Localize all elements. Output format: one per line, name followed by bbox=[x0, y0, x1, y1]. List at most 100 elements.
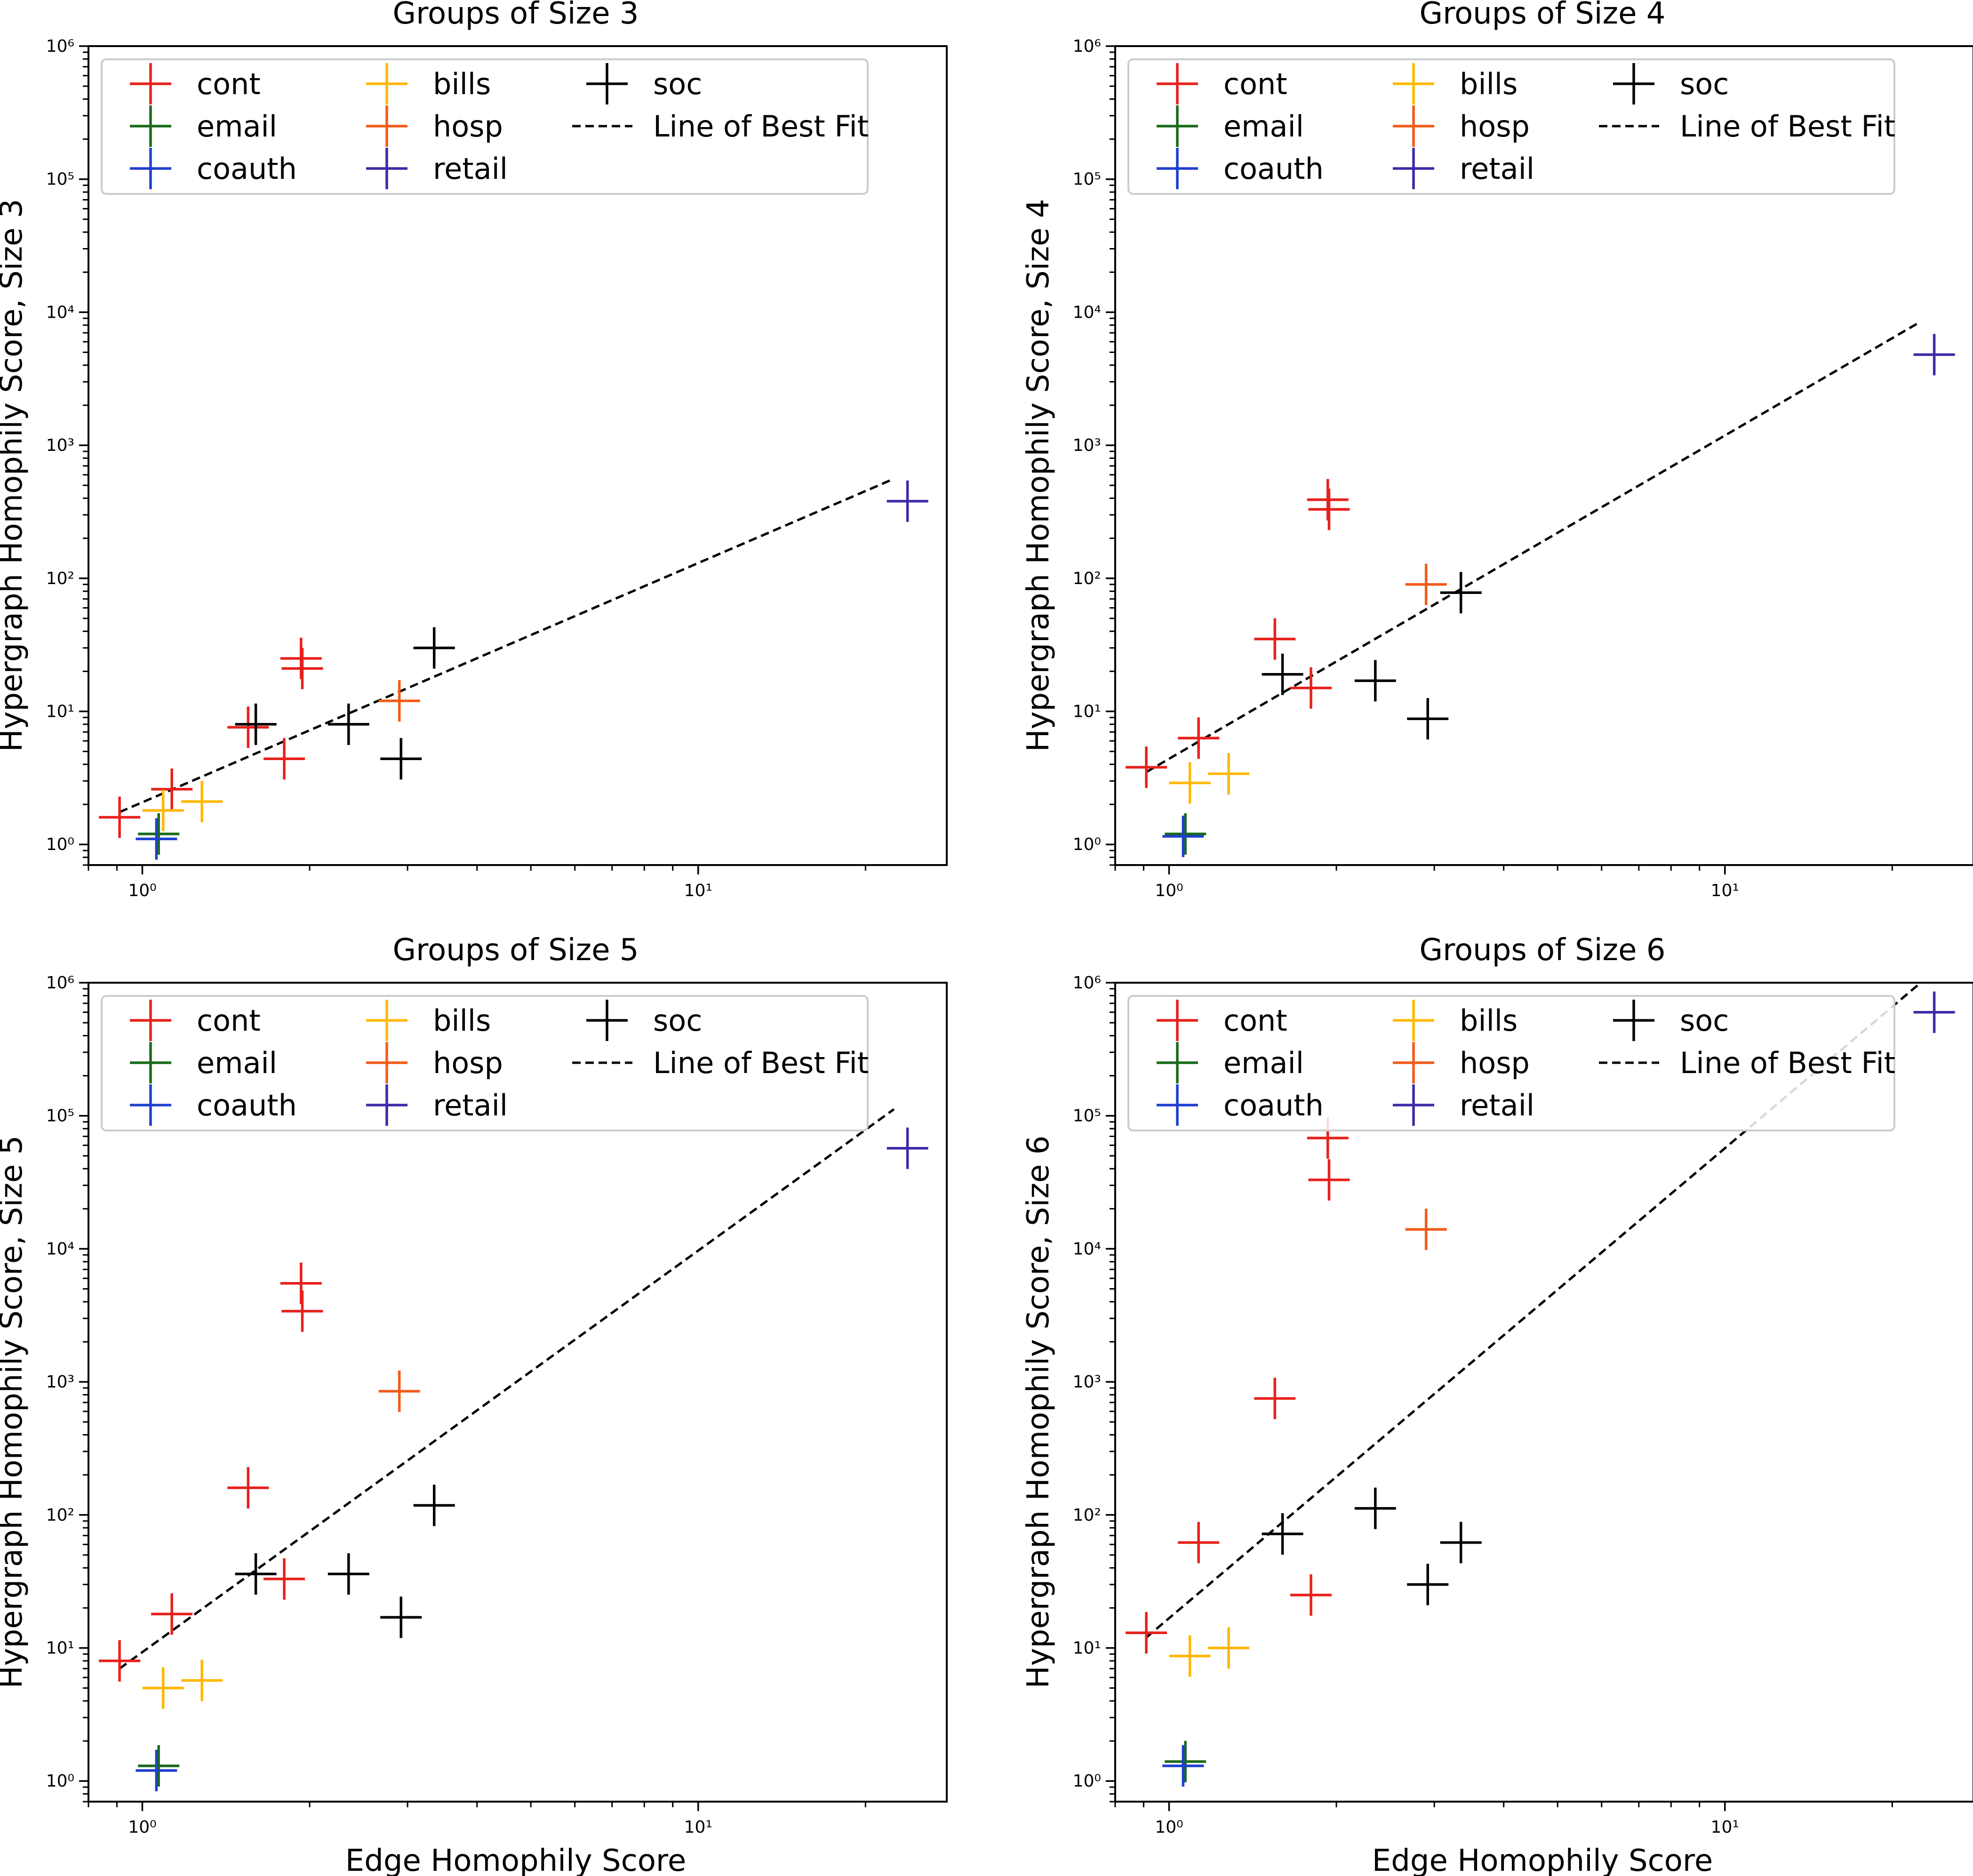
legend-item-fit: Line of Best Fit bbox=[1599, 1046, 1895, 1080]
legend-item-fit: Line of Best Fit bbox=[572, 1046, 869, 1080]
y-tick-label: 10¹ bbox=[1073, 702, 1101, 722]
point-soc bbox=[235, 703, 277, 745]
point-cont bbox=[151, 768, 193, 810]
point-cont bbox=[1126, 746, 1167, 788]
legend-label: coauth bbox=[1223, 152, 1324, 186]
point-cont bbox=[264, 738, 305, 780]
y-axis-label: Hypergraph Homophily Score, Size 3 bbox=[0, 199, 29, 752]
legend-label: bills bbox=[433, 67, 491, 101]
panel-groups-size-5: Groups of Size 5 Hypergraph Homophily Sc… bbox=[0, 933, 948, 1876]
legend-item-cont: cont bbox=[130, 63, 261, 104]
point-cont bbox=[99, 1640, 141, 1682]
legend-label: email bbox=[197, 1046, 277, 1080]
legend-label: cont bbox=[1223, 1003, 1287, 1038]
legend-label: cont bbox=[197, 67, 261, 101]
legend-label: Line of Best Fit bbox=[1680, 109, 1895, 144]
point-soc bbox=[380, 738, 422, 780]
x-tick-label: 10¹ bbox=[684, 1818, 712, 1837]
legend-label: email bbox=[1223, 109, 1304, 144]
legend-item-bills: bills bbox=[1393, 63, 1518, 104]
legend-item-cont: cont bbox=[1157, 1000, 1287, 1041]
point-soc bbox=[413, 1484, 455, 1526]
panel-title: Groups of Size 4 bbox=[1420, 0, 1666, 31]
point-email bbox=[1165, 813, 1206, 855]
point-coauth bbox=[1162, 1745, 1204, 1787]
legend-label: bills bbox=[1460, 67, 1518, 101]
legend: cont email coauth bills hosp retail soc Line of… bbox=[101, 995, 869, 1131]
point-cont bbox=[1178, 1522, 1220, 1563]
legend-item-retail: retail bbox=[1393, 148, 1534, 189]
point-cont bbox=[281, 648, 323, 689]
point-cont bbox=[151, 1593, 193, 1635]
y-tick-label: 10⁶ bbox=[1073, 973, 1101, 993]
point-retail bbox=[887, 1127, 928, 1169]
panel-title: Groups of Size 5 bbox=[393, 933, 639, 968]
point-coauth bbox=[136, 1749, 177, 1791]
legend-label: retail bbox=[433, 1088, 508, 1122]
y-tick-label: 10⁵ bbox=[46, 170, 74, 189]
legend: cont email coauth bills hosp retail soc Line of… bbox=[1127, 58, 1895, 195]
point-email bbox=[138, 813, 180, 855]
point-hosp bbox=[1405, 563, 1447, 605]
legend-item-cont: cont bbox=[130, 1000, 261, 1041]
plot-frame bbox=[88, 982, 948, 1803]
point-email bbox=[1165, 1740, 1206, 1782]
y-tick-label: 10⁰ bbox=[46, 835, 74, 854]
y-tick-label: 10² bbox=[1073, 569, 1101, 588]
point-retail bbox=[1913, 334, 1955, 376]
y-tick-label: 10⁵ bbox=[1073, 170, 1101, 189]
legend-label: bills bbox=[433, 1003, 491, 1038]
y-tick-label: 10² bbox=[46, 1506, 74, 1525]
point-soc bbox=[1354, 1487, 1396, 1529]
point-hosp bbox=[378, 1371, 420, 1412]
legend-label: cont bbox=[197, 1003, 261, 1038]
y-axis-label: Hypergraph Homophily Score, Size 6 bbox=[1021, 1136, 1056, 1689]
legend-item-retail: retail bbox=[1393, 1084, 1534, 1126]
legend-label: coauth bbox=[1223, 1088, 1324, 1122]
y-tick-label: 10⁶ bbox=[1073, 37, 1101, 56]
y-tick-label: 10⁴ bbox=[1073, 303, 1101, 322]
legend-item-soc: soc bbox=[586, 63, 702, 104]
point-email bbox=[138, 1745, 180, 1787]
point-soc bbox=[380, 1596, 422, 1638]
point-cont bbox=[1290, 667, 1332, 709]
point-hosp bbox=[378, 680, 420, 722]
point-soc bbox=[235, 1553, 277, 1595]
legend-box bbox=[1127, 995, 1895, 1131]
x-tick-label: 10¹ bbox=[1711, 881, 1739, 900]
point-soc bbox=[1407, 1563, 1449, 1605]
y-tick-label: 10³ bbox=[46, 1372, 74, 1392]
point-cont bbox=[1308, 1159, 1350, 1201]
legend-item-retail: retail bbox=[366, 148, 508, 189]
legend-label: Line of Best Fit bbox=[653, 1046, 869, 1080]
legend-label: retail bbox=[1460, 152, 1534, 186]
point-cont bbox=[99, 796, 141, 838]
y-axis-label: Hypergraph Homophily Score, Size 4 bbox=[1021, 199, 1056, 752]
point-soc bbox=[1440, 572, 1482, 614]
y-tick-label: 10¹ bbox=[46, 1639, 74, 1658]
point-bills bbox=[181, 781, 223, 823]
panel-title: Groups of Size 3 bbox=[393, 0, 639, 31]
line-of-best-fit bbox=[1145, 321, 1922, 773]
legend-item-fit: Line of Best Fit bbox=[572, 109, 869, 144]
point-cont bbox=[1254, 1378, 1296, 1419]
line-of-best-fit bbox=[119, 477, 895, 813]
legend-item-bills: bills bbox=[366, 63, 491, 104]
legend-item-hosp: hosp bbox=[366, 105, 503, 147]
legend-item-email: email bbox=[1157, 105, 1304, 147]
y-tick-label: 10⁰ bbox=[1073, 835, 1101, 854]
legend-label: email bbox=[1223, 1046, 1304, 1080]
point-bills bbox=[1208, 1627, 1250, 1669]
legend-label: coauth bbox=[197, 1088, 297, 1122]
point-bills bbox=[1169, 1635, 1211, 1677]
legend-item-soc: soc bbox=[1613, 63, 1729, 104]
x-tick-label: 10⁰ bbox=[1155, 1818, 1183, 1837]
legend-box bbox=[101, 995, 869, 1131]
point-soc bbox=[328, 1553, 369, 1595]
x-tick-label: 10⁰ bbox=[128, 881, 156, 900]
point-retail bbox=[1913, 991, 1955, 1033]
legend-item-bills: bills bbox=[1393, 1000, 1518, 1041]
legend-item-hosp: hosp bbox=[1393, 1042, 1530, 1083]
legend: cont email coauth bills hosp retail soc Line of… bbox=[101, 58, 869, 195]
